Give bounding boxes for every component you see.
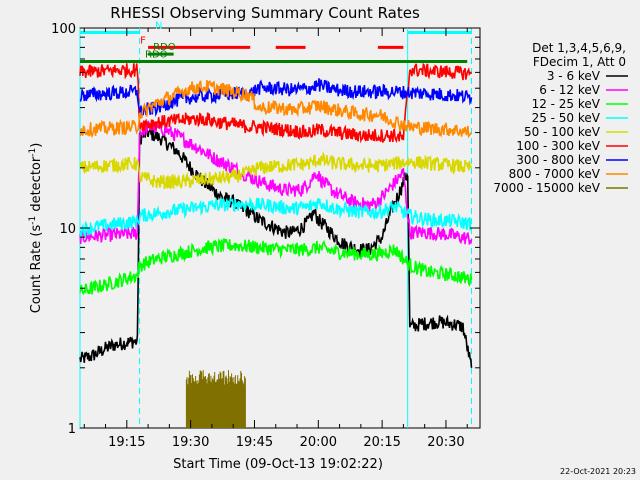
legend-header-1: FDecim 1, Att 0 [533, 55, 626, 69]
x-tick-label-1: 19:30 [172, 435, 209, 450]
legend-label-4: 50 - 100 keV [524, 125, 601, 139]
x-tick-label-5: 20:30 [427, 435, 464, 450]
x-axis-label: Start Time (09-Oct-13 19:02:22) [173, 457, 383, 472]
legend-label-2: 12 - 25 keV [532, 97, 601, 111]
y-axis-label-tail: detector [29, 156, 44, 216]
legend: Det 1,3,4,5,6,9,FDecim 1, Att 03 - 6 keV… [493, 41, 628, 195]
y-tick-label-0: 1 [68, 422, 76, 437]
legend-label-6: 300 - 800 keV [516, 153, 600, 167]
state-bars: NFRDORDO [80, 20, 472, 63]
x-tick-label-3: 20:00 [300, 435, 337, 450]
y-axis-label-close: ) [29, 143, 44, 148]
y-tick-label-2: 100 [51, 22, 76, 37]
state-bar-label-0: N [155, 20, 162, 31]
legend-label-0: 3 - 6 keV [547, 69, 601, 83]
y-axis-label: Count Rate (s-1 detector-1) [28, 143, 44, 314]
footer-date: 22-Oct-2021 20:23 [560, 467, 636, 476]
legend-label-1: 6 - 12 keV [539, 83, 601, 97]
series-line-2 [79, 237, 473, 296]
chart-title: RHESSI Observing Summary Count Rates [110, 4, 420, 22]
y-tick-label-1: 10 [59, 222, 76, 237]
x-tick-label-4: 20:15 [363, 435, 400, 450]
y-axis-label-main: Count Rate (s [29, 225, 44, 314]
series-line-4 [79, 150, 473, 190]
legend-label-7: 800 - 7000 keV [509, 167, 601, 181]
series-line-0 [79, 126, 473, 368]
y-axis: 1 10 100 [51, 22, 480, 437]
x-tick-label-2: 19:45 [236, 435, 273, 450]
series-group [79, 62, 473, 428]
legend-header-0: Det 1,3,4,5,6,9, [532, 41, 626, 55]
legend-label-5: 100 - 300 keV [516, 139, 600, 153]
legend-label-8: 7000 - 15000 keV [493, 181, 600, 195]
series-line-7000-15000kev [185, 370, 246, 428]
y-axis-label-sup2: -1 [28, 148, 38, 157]
legend-label-3: 25 - 50 keV [532, 111, 601, 125]
series-line-5 [79, 62, 473, 144]
x-axis: 19:15 19:30 19:45 20:00 20:15 20:30 [83, 28, 468, 450]
y-axis-label-sup: -1 [28, 216, 38, 225]
series-line-7 [79, 79, 473, 139]
series-line-3 [79, 196, 473, 240]
state-bar-label-3: RDO [153, 42, 176, 53]
x-tick-label-0: 19:15 [108, 435, 145, 450]
state-bar-label-1: F [140, 35, 146, 46]
